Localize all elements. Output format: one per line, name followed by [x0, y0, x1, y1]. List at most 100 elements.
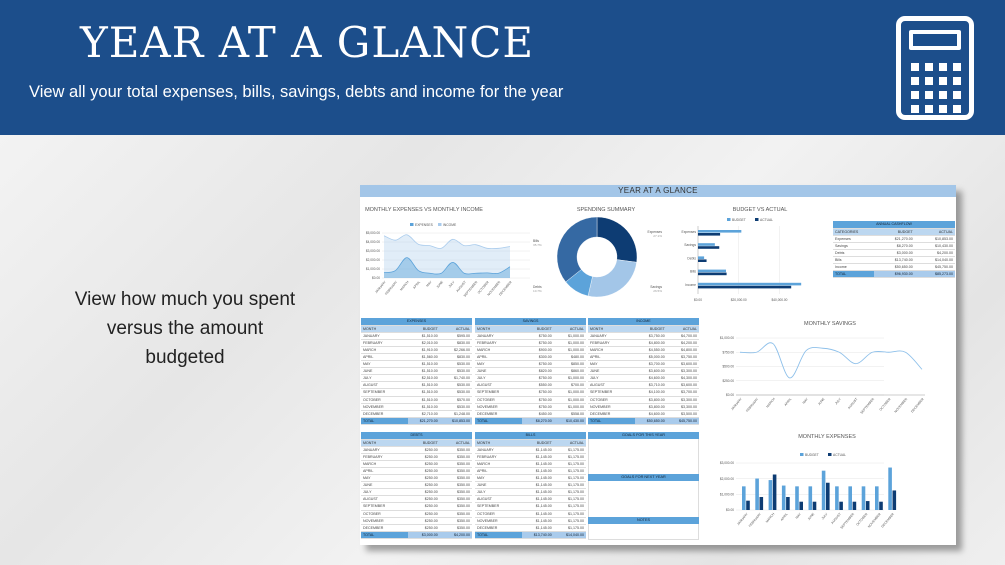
month-cell[interactable]: APRIL [475, 467, 522, 476]
budget-cell[interactable]: $2,510.00 [407, 374, 440, 383]
budget-cell[interactable]: $1,510.00 [407, 396, 440, 404]
budget-cell[interactable]: $1,145.00 [521, 481, 554, 490]
month-cell[interactable]: NOVEMBER [475, 403, 522, 411]
cashflow-cell[interactable]: Debts [833, 249, 875, 257]
budget-cell[interactable]: $250.00 [407, 460, 440, 468]
budget-cell[interactable]: $1,145.00 [521, 460, 554, 468]
actual-cell[interactable]: $350.00 [439, 495, 472, 504]
budget-cell[interactable]: $1,145.00 [521, 453, 554, 461]
budget-cell[interactable]: $1,145.00 [521, 495, 554, 504]
actual-cell[interactable]: $850.00 [553, 360, 586, 369]
cashflow-cell[interactable]: $3,000.00 [874, 249, 915, 257]
budget-cell[interactable]: $1,145.00 [521, 467, 554, 476]
month-cell[interactable]: OCTOBER [588, 396, 635, 404]
budget-cell[interactable]: $550.00 [521, 381, 554, 390]
cashflow-cell[interactable]: $10,853.00 [914, 235, 955, 243]
actual-cell[interactable]: $1,175.00 [553, 502, 586, 511]
actual-cell[interactable]: $350.00 [439, 524, 472, 532]
actual-cell[interactable]: $530.00 [439, 360, 472, 369]
budget-cell[interactable]: $4,550.00 [634, 346, 667, 354]
actual-cell[interactable]: $3,600.00 [666, 360, 699, 369]
actual-cell[interactable]: $1,248.00 [439, 410, 472, 418]
budget-cell[interactable]: $750.00 [521, 332, 554, 340]
actual-cell[interactable]: $1,000.00 [553, 339, 586, 347]
month-cell[interactable]: DECEMBER [361, 410, 408, 418]
budget-cell[interactable]: $750.00 [521, 339, 554, 347]
actual-cell[interactable]: $1,000.00 [553, 346, 586, 354]
actual-cell[interactable]: $3,300.00 [666, 367, 699, 376]
actual-cell[interactable]: $350.00 [439, 510, 472, 518]
budget-cell[interactable]: $250.00 [407, 453, 440, 461]
actual-cell[interactable]: $1,000.00 [553, 332, 586, 340]
month-cell[interactable]: APRIL [361, 467, 408, 476]
actual-cell[interactable]: $1,175.00 [553, 446, 586, 454]
actual-cell[interactable]: $700.00 [553, 381, 586, 390]
actual-cell[interactable]: $1,175.00 [553, 453, 586, 461]
month-cell[interactable]: MAY [475, 474, 522, 483]
actual-cell[interactable]: $350.00 [439, 481, 472, 490]
actual-cell[interactable]: $1,000.00 [553, 396, 586, 404]
month-cell[interactable]: OCTOBER [361, 396, 408, 404]
month-cell[interactable]: FEBRUARY [475, 339, 522, 347]
month-cell[interactable]: AUGUST [361, 495, 408, 504]
budget-cell[interactable]: $1,145.00 [521, 524, 554, 532]
actual-cell[interactable]: $530.00 [439, 388, 472, 397]
actual-cell[interactable]: $3,300.00 [666, 403, 699, 411]
budget-cell[interactable]: $1,910.00 [407, 346, 440, 354]
budget-cell[interactable]: $750.00 [521, 403, 554, 411]
budget-cell[interactable]: $250.00 [407, 446, 440, 454]
budget-cell[interactable]: $1,145.00 [521, 517, 554, 525]
cashflow-cell[interactable]: $4,200.00 [914, 249, 955, 257]
actual-cell[interactable]: $350.00 [439, 488, 472, 497]
actual-cell[interactable]: $1,175.00 [553, 467, 586, 476]
budget-cell[interactable]: $1,510.00 [407, 332, 440, 340]
actual-cell[interactable]: $3,700.00 [666, 388, 699, 397]
month-cell[interactable]: JUNE [475, 481, 522, 490]
budget-cell[interactable]: $1,510.00 [407, 367, 440, 376]
actual-cell[interactable]: $1,175.00 [553, 474, 586, 483]
month-cell[interactable]: JUNE [588, 367, 635, 376]
actual-cell[interactable]: $1,000.00 [553, 388, 586, 397]
budget-cell[interactable]: $750.00 [521, 388, 554, 397]
actual-cell[interactable]: $350.00 [439, 446, 472, 454]
month-cell[interactable]: NOVEMBER [361, 517, 408, 525]
budget-cell[interactable]: $300.00 [521, 353, 554, 362]
cashflow-cell[interactable]: Expenses [833, 235, 875, 243]
month-cell[interactable]: JANUARY [475, 332, 522, 340]
budget-cell[interactable]: $250.00 [407, 524, 440, 532]
actual-cell[interactable]: $570.00 [439, 396, 472, 404]
budget-cell[interactable]: $1,145.00 [521, 510, 554, 518]
budget-cell[interactable]: $250.00 [407, 488, 440, 497]
budget-cell[interactable]: $3,600.00 [634, 367, 667, 376]
budget-cell[interactable]: $820.00 [521, 367, 554, 376]
month-cell[interactable]: MAY [588, 360, 635, 369]
budget-cell[interactable]: $250.00 [407, 474, 440, 483]
actual-cell[interactable]: $4,200.00 [666, 339, 699, 347]
month-cell[interactable]: MARCH [361, 346, 408, 354]
actual-cell[interactable]: $530.00 [439, 367, 472, 376]
budget-cell[interactable]: $3,800.00 [634, 396, 667, 404]
budget-cell[interactable]: $900.00 [521, 346, 554, 354]
cashflow-cell[interactable]: Savings [833, 242, 875, 250]
budget-cell[interactable]: $250.00 [407, 517, 440, 525]
month-cell[interactable]: JUNE [361, 481, 408, 490]
actual-cell[interactable]: $1,175.00 [553, 481, 586, 490]
month-cell[interactable]: MARCH [475, 346, 522, 354]
month-cell[interactable]: NOVEMBER [361, 403, 408, 411]
actual-cell[interactable]: $1,175.00 [553, 517, 586, 525]
month-cell[interactable]: FEBRUARY [361, 453, 408, 461]
budget-cell[interactable]: $250.00 [407, 510, 440, 518]
month-cell[interactable]: AUGUST [361, 381, 408, 390]
budget-cell[interactable]: $4,800.00 [634, 339, 667, 347]
actual-cell[interactable]: $4,300.00 [666, 374, 699, 383]
budget-cell[interactable]: $450.00 [521, 410, 554, 418]
actual-cell[interactable]: $3,500.00 [666, 410, 699, 418]
month-cell[interactable]: FEBRUARY [475, 453, 522, 461]
actual-cell[interactable]: $3,750.00 [666, 353, 699, 362]
actual-cell[interactable]: $350.00 [439, 453, 472, 461]
month-cell[interactable]: MAY [361, 474, 408, 483]
month-cell[interactable]: OCTOBER [361, 510, 408, 518]
month-cell[interactable]: FEBRUARY [361, 339, 408, 347]
actual-cell[interactable]: $558.00 [553, 410, 586, 418]
month-cell[interactable]: JULY [475, 374, 522, 383]
